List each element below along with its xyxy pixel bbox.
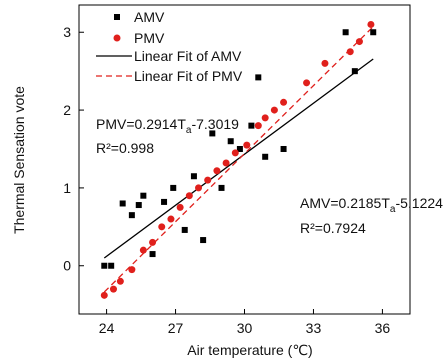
pmv-point (109, 285, 117, 293)
amv-point (280, 145, 287, 152)
legend-fit-pmv-label: Linear Fit of PMV (134, 68, 243, 84)
svg-text:PMV=0.2914Ta-7.3019: PMV=0.2914Ta-7.3019 (96, 116, 239, 136)
pmv-equation-annotation: PMV=0.2914Ta-7.3019 R²=0.998 (96, 116, 239, 156)
amv-point (227, 138, 234, 145)
amv-point (200, 237, 207, 244)
amv-point (135, 202, 142, 209)
pmv-point (167, 215, 175, 223)
pmv-point (100, 291, 108, 299)
pmv-point (254, 122, 262, 130)
amv-point (170, 184, 177, 191)
pmv-point (367, 20, 375, 28)
legend-fit-amv-label: Linear Fit of AMV (134, 48, 242, 64)
pmv-point (139, 246, 147, 254)
amv-point (140, 192, 147, 199)
pmv-point (222, 159, 230, 167)
pmv-point (116, 277, 124, 285)
x-tick-label: 24 (99, 320, 115, 336)
amv-point (190, 173, 197, 180)
fit-lines (103, 26, 374, 293)
legend: AMV PMV Linear Fit of AMV Linear Fit of … (96, 9, 243, 84)
pmv-point (204, 176, 212, 184)
fit-line-amv (103, 58, 374, 259)
y-tick-label: 2 (63, 102, 71, 118)
fit-line-pmv (103, 26, 374, 293)
pmv-equation-main: PMV=0.2914T (96, 116, 186, 132)
amv-point (255, 74, 262, 81)
legend-amv-label: AMV (134, 9, 165, 25)
amv-point (181, 226, 188, 233)
amv-equation-subscript: a (390, 204, 396, 215)
pmv-point (176, 203, 184, 211)
pmv-point (185, 192, 193, 200)
amv-point (248, 122, 255, 129)
pmv-point (270, 106, 278, 114)
legend-amv-marker (114, 14, 120, 20)
legend-pmv-label: PMV (134, 30, 165, 46)
pmv-point (213, 167, 221, 175)
amv-equation-main: AMV=0.2185T (300, 195, 390, 211)
x-tick-label: 30 (237, 320, 253, 336)
legend-pmv-marker (113, 34, 121, 42)
amv-r-squared: R²=0.7924 (300, 220, 366, 236)
amv-point (351, 68, 358, 75)
x-tick-label: 33 (306, 320, 322, 336)
amv-point (209, 130, 216, 137)
pmv-equation-tail: -7.3019 (191, 116, 239, 132)
svg-text:AMV=0.2185Ta-5.1224: AMV=0.2185Ta-5.1224 (300, 195, 443, 215)
amv-point (342, 29, 349, 36)
pmv-point (128, 266, 136, 274)
y-tick-label: 1 (63, 180, 71, 196)
x-tick-label: 27 (168, 320, 184, 336)
pmv-point (355, 38, 363, 46)
pmv-point (243, 141, 251, 149)
data-points (100, 20, 377, 299)
amv-point (149, 251, 156, 258)
amv-point (236, 145, 243, 152)
amv-point (262, 153, 269, 160)
amv-point (108, 262, 115, 269)
amv-point (370, 29, 377, 36)
pmv-point (231, 149, 239, 157)
amv-point (119, 200, 126, 207)
amv-equation-tail: -5.1224 (395, 195, 443, 211)
pmv-point (321, 59, 329, 67)
amv-point (218, 184, 225, 191)
pmv-point (261, 114, 269, 122)
y-tick-label: 0 (63, 258, 71, 274)
pmv-point (303, 79, 311, 87)
pmv-point (346, 48, 354, 56)
y-tick-label: 3 (63, 24, 71, 40)
pmv-point (280, 98, 288, 106)
pmv-point (158, 223, 166, 231)
pmv-equation-subscript: a (186, 125, 192, 136)
pmv-r-squared: R²=0.998 (96, 140, 154, 156)
pmv-point (149, 238, 157, 246)
x-tick-label: 36 (375, 320, 391, 336)
amv-point (128, 212, 135, 219)
amv-point (101, 262, 108, 269)
y-axis-label: Thermal Sensation vote (11, 86, 27, 234)
pmv-point (195, 184, 203, 192)
amv-point (161, 198, 168, 205)
x-axis-label: Air temperature (℃) (187, 342, 312, 358)
amv-equation-annotation: AMV=0.2185Ta-5.1224 R²=0.7924 (300, 195, 443, 236)
axes: 24 27 30 33 36 0 1 2 3 (63, 24, 390, 336)
